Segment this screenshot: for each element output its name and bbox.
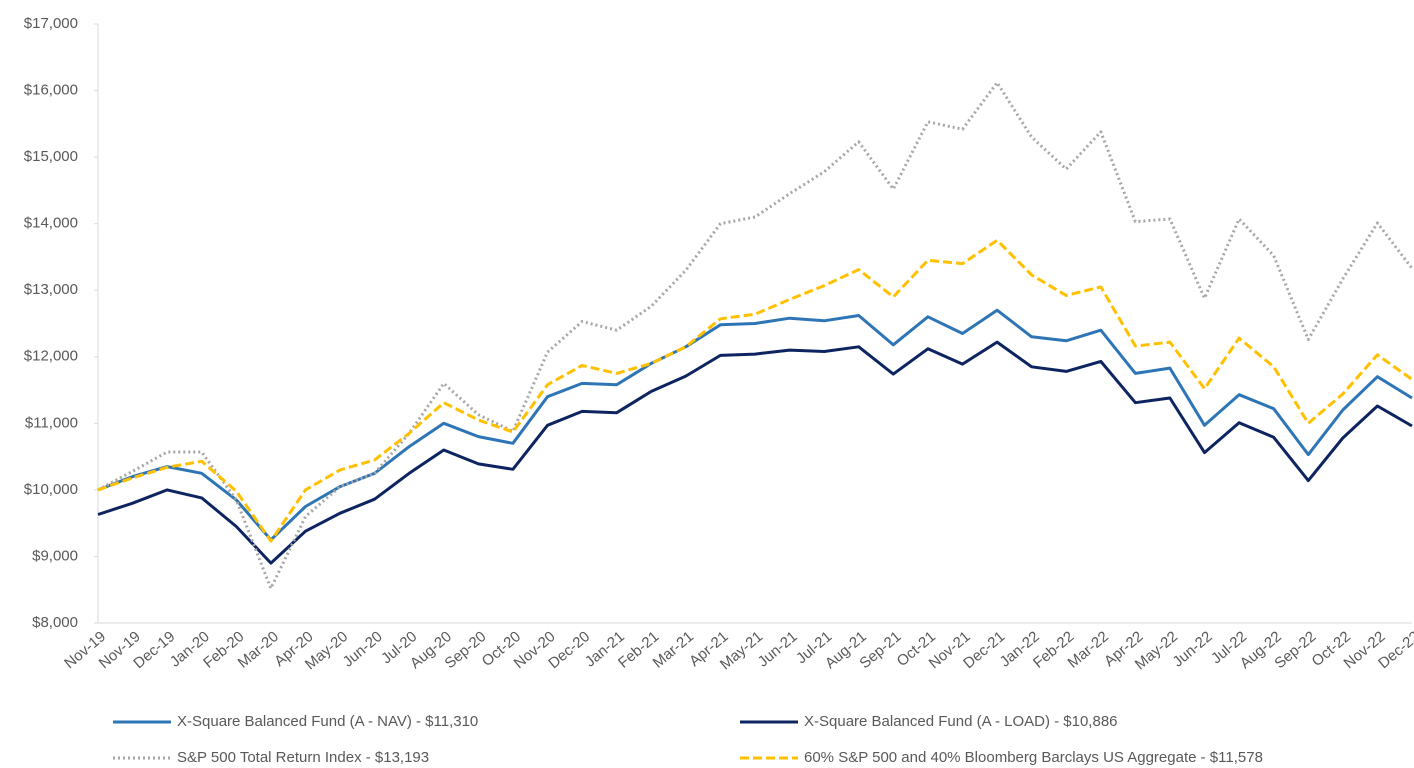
x-tick-label: Jun-21 bbox=[755, 628, 801, 671]
y-tick-label: $17,000 bbox=[24, 15, 78, 32]
x-tick-label: Jun-22 bbox=[1170, 628, 1216, 671]
series-line bbox=[97, 238, 1413, 543]
y-tick-label: $13,000 bbox=[24, 281, 78, 298]
legend-label: 60% S&P 500 and 40% Bloomberg Barclays U… bbox=[804, 749, 1263, 766]
series-line bbox=[97, 340, 1413, 565]
y-tick-label: $11,000 bbox=[25, 414, 78, 431]
series-line bbox=[97, 308, 1413, 542]
y-tick-label: $14,000 bbox=[24, 215, 78, 232]
series-line bbox=[97, 81, 1414, 590]
legend-label: X-Square Balanced Fund (A - NAV) - $11,3… bbox=[177, 713, 478, 730]
y-tick-label: $16,000 bbox=[24, 82, 78, 99]
y-tick-label: $12,000 bbox=[24, 348, 78, 365]
y-tick-label: $9,000 bbox=[32, 547, 78, 564]
y-tick-label: $10,000 bbox=[24, 481, 78, 498]
legend-label: S&P 500 Total Return Index - $13,193 bbox=[177, 749, 429, 766]
y-tick-label: $15,000 bbox=[24, 148, 78, 165]
legend-label: X-Square Balanced Fund (A - LOAD) - $10,… bbox=[804, 713, 1118, 730]
x-tick-label: Jun-20 bbox=[340, 628, 386, 671]
y-tick-label: $8,000 bbox=[32, 614, 78, 631]
